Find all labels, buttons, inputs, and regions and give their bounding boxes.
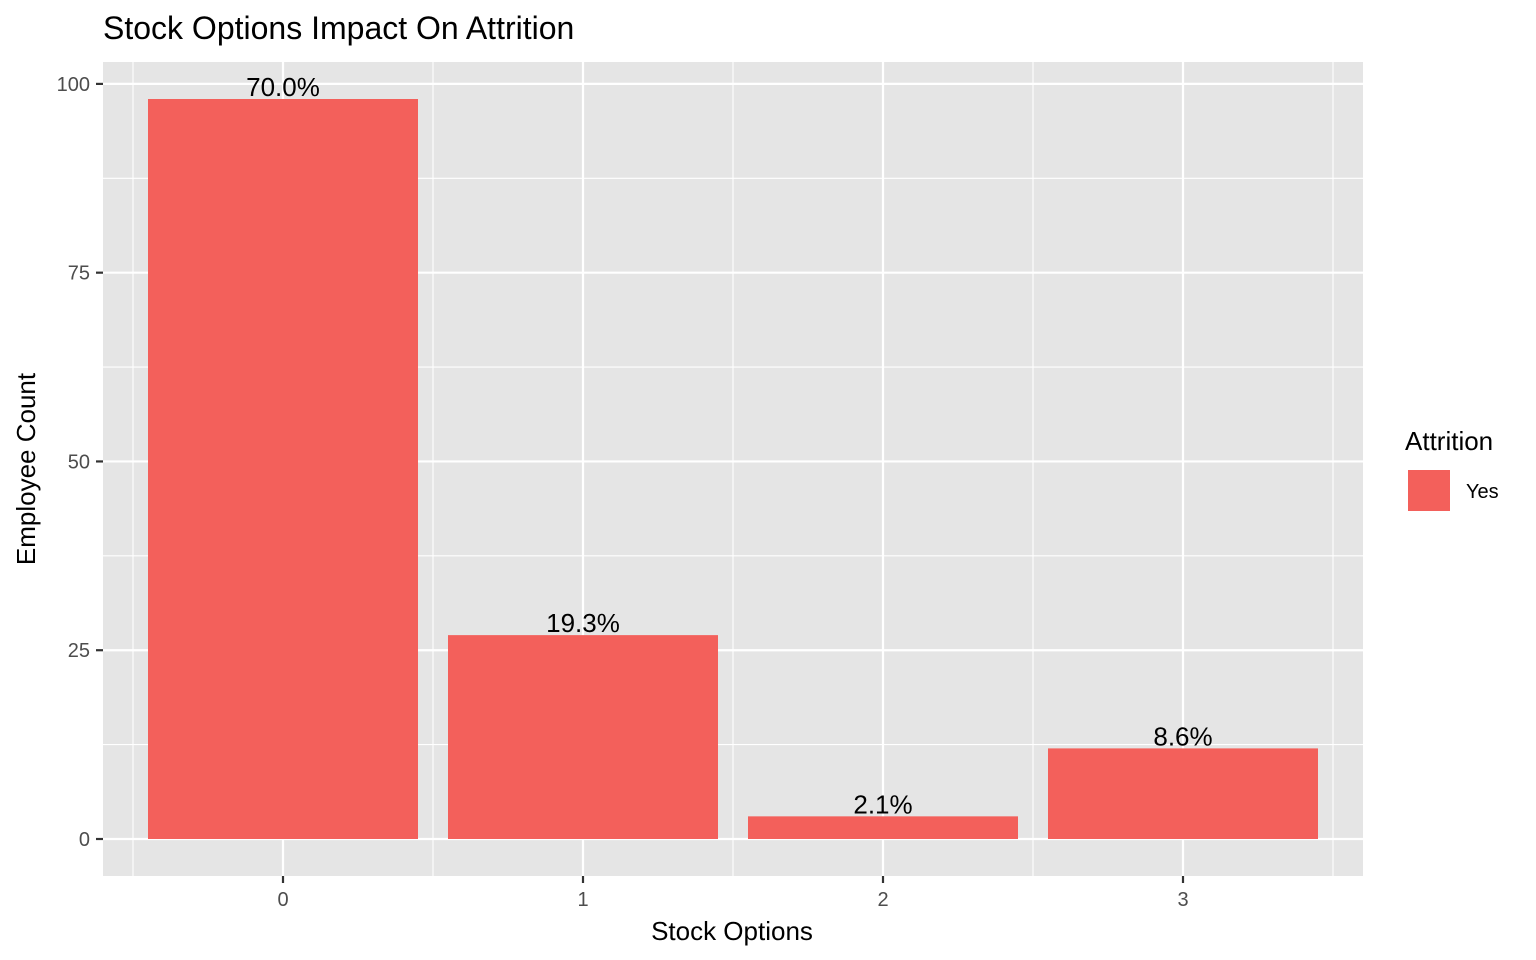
y-tick-label: 0	[79, 829, 90, 851]
data-label-2: 2.1%	[853, 789, 912, 819]
data-labels-group: 70.0% 19.3% 2.1% 8.6%	[246, 72, 1213, 819]
y-tick-label: 25	[68, 640, 90, 662]
data-label-1: 19.3%	[546, 608, 620, 638]
x-axis-title: Stock Options	[651, 916, 813, 946]
x-axis: 0 1 2 3	[277, 876, 1189, 911]
legend-key-yes	[1408, 470, 1450, 511]
data-label-3: 8.6%	[1153, 721, 1212, 751]
y-axis: 0 25 50 75 100	[57, 74, 103, 851]
bar-0	[148, 99, 418, 839]
data-label-0: 70.0%	[246, 72, 320, 102]
bar-3	[1048, 748, 1318, 839]
x-tick-label: 0	[277, 889, 288, 911]
chart-title: Stock Options Impact On Attrition	[103, 10, 574, 46]
x-tick-label: 3	[1177, 889, 1188, 911]
y-tick-label: 100	[57, 74, 90, 96]
x-tick-label: 1	[577, 889, 588, 911]
bar-2	[748, 816, 1018, 839]
x-tick-label: 2	[877, 889, 888, 911]
legend: Attrition Yes	[1405, 426, 1499, 511]
y-axis-title: Employee Count	[11, 372, 41, 565]
legend-title: Attrition	[1405, 426, 1493, 456]
y-tick-label: 50	[68, 451, 90, 473]
legend-label-yes: Yes	[1466, 481, 1499, 503]
y-tick-label: 75	[68, 263, 90, 285]
bar-1	[448, 635, 718, 839]
bars-group	[148, 99, 1318, 839]
